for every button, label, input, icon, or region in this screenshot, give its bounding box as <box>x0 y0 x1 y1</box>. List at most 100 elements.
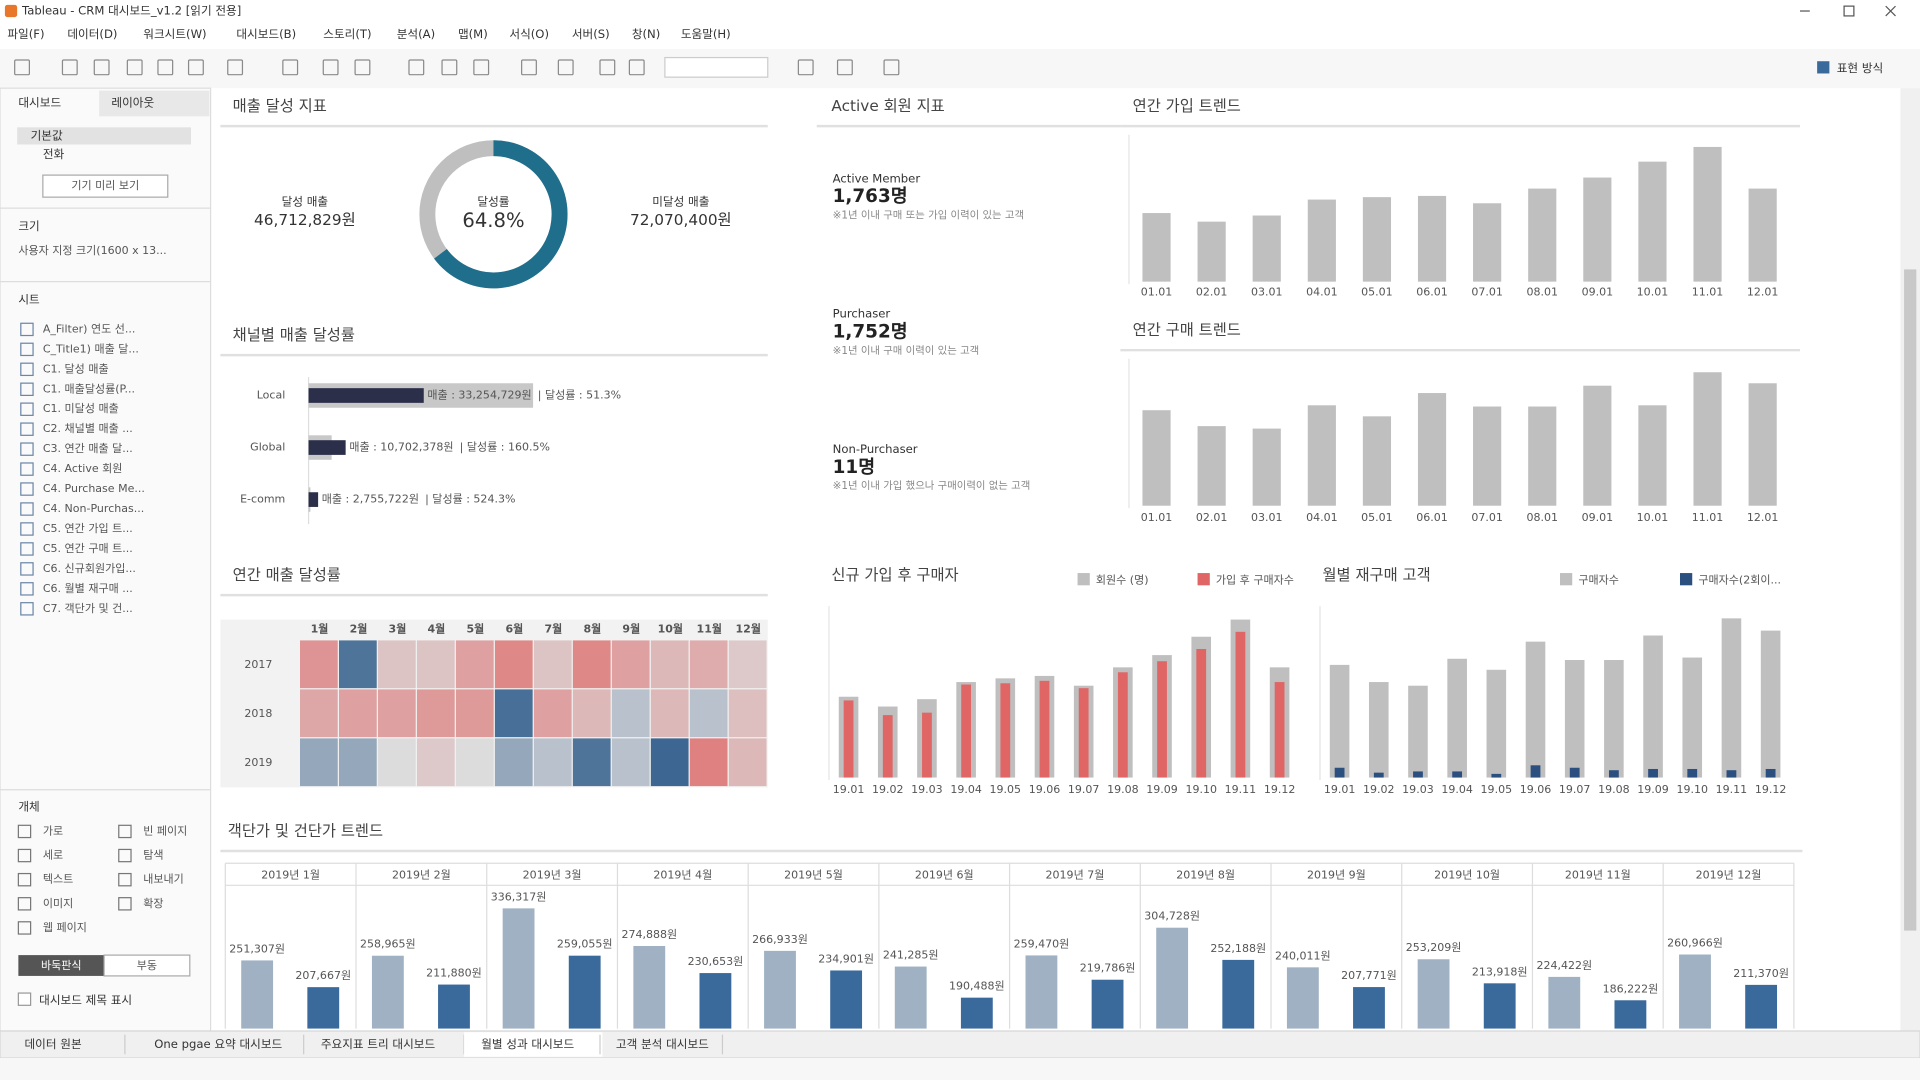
toolbar-button[interactable] <box>227 59 244 76</box>
show-me-button[interactable]: 표현 방식 <box>1837 61 1883 75</box>
bar <box>1196 648 1207 778</box>
toolbar-button[interactable] <box>441 59 458 76</box>
toolbar-button[interactable] <box>557 59 574 76</box>
layout-mode[interactable]: 부동 <box>137 959 157 972</box>
scroll-thumb[interactable] <box>1904 269 1917 931</box>
object-item[interactable]: 세로 <box>43 849 63 862</box>
toolbar-button[interactable] <box>628 59 645 76</box>
toolbar-button[interactable] <box>473 59 490 76</box>
tab-inactive[interactable] <box>99 90 210 117</box>
sheet-item[interactable]: C4. Active 회원 <box>43 462 123 475</box>
sheet-item[interactable]: C1. 달성 매출 <box>43 362 109 375</box>
toolbar-button[interactable] <box>187 59 204 76</box>
object-item[interactable]: 웹 페이지 <box>43 921 87 934</box>
sheet-tab[interactable]: One pgae 요약 대시보드 <box>154 1037 282 1051</box>
app-icon <box>4 4 18 18</box>
bar <box>1078 688 1089 778</box>
sheet-tab[interactable]: 월별 성과 대시보드 <box>481 1037 574 1051</box>
sheet-item[interactable]: C1. 매출달성률(P... <box>43 382 135 395</box>
heat-cell <box>494 738 533 787</box>
sidebar-tab[interactable]: 대시보드 <box>18 95 61 109</box>
toolbar-button[interactable] <box>883 59 900 76</box>
sheet-item[interactable]: C5. 연간 가입 트... <box>43 522 133 535</box>
sheet-item[interactable]: C_Title1) 매출 달... <box>43 342 139 355</box>
sheet-item[interactable]: C4. Non-Purchas... <box>43 502 144 515</box>
object-item[interactable]: 내보내기 <box>143 873 184 886</box>
sheet-tab[interactable]: 데이터 원본 <box>24 1037 81 1051</box>
toolbar-dropdown[interactable] <box>664 56 769 78</box>
bar <box>764 950 796 1029</box>
toolbar-button[interactable] <box>61 59 78 76</box>
close[interactable] <box>1885 5 1896 17</box>
menu-item[interactable]: 대시보드(B) <box>236 27 296 41</box>
mode-active[interactable] <box>18 955 105 976</box>
sheet-item[interactable]: C7. 객단가 및 건... <box>43 602 133 615</box>
sheet-tab[interactable]: 고객 분석 대시보드 <box>616 1037 709 1051</box>
restore[interactable] <box>1843 5 1855 17</box>
heat-cell <box>533 689 572 738</box>
active-tab[interactable] <box>464 1032 603 1057</box>
menu-item[interactable]: 파일(F) <box>7 27 44 41</box>
toolbar-button[interactable] <box>93 59 110 76</box>
bar <box>1525 641 1546 778</box>
column-header: 2월 <box>350 621 368 635</box>
toolbar-button[interactable] <box>797 59 814 76</box>
object-item[interactable]: 빈 페이지 <box>143 824 187 837</box>
sheet-item[interactable]: C5. 연간 구매 트... <box>43 542 133 555</box>
preview-button[interactable] <box>42 174 169 198</box>
checkbox[interactable] <box>17 992 32 1006</box>
toolbar-button[interactable] <box>408 59 425 76</box>
show-me-icon[interactable] <box>1817 61 1830 74</box>
window-controls[interactable] <box>1800 5 1896 17</box>
object-item[interactable]: 확장 <box>143 897 163 910</box>
sidebar-tab[interactable]: 레이아웃 <box>111 95 154 109</box>
toolbar-button[interactable] <box>354 59 371 76</box>
object-icon <box>17 848 32 863</box>
menu-item[interactable]: 창(N) <box>632 27 660 41</box>
sheet-item[interactable]: A_Filter) 연도 선... <box>43 322 136 335</box>
toolbar-button[interactable] <box>836 59 853 76</box>
object-item[interactable]: 이미지 <box>43 897 73 910</box>
sheet-item[interactable]: C6. 월별 재구매 ... <box>43 582 133 595</box>
menu-item[interactable]: 서식(O) <box>509 27 549 41</box>
menu-item[interactable]: 도움말(H) <box>681 27 731 41</box>
sheet-item[interactable]: C6. 신규회원가입... <box>43 562 136 575</box>
menu-item[interactable]: 데이터(D) <box>67 27 117 41</box>
size-dropdown[interactable]: 사용자 지정 크기(1600 x 13... <box>18 244 166 257</box>
bar <box>1373 772 1384 778</box>
sheet-item[interactable]: C3. 연간 매출 달... <box>43 442 133 455</box>
bar <box>1329 664 1350 778</box>
toolbar-button[interactable] <box>157 59 174 76</box>
heat-cell <box>377 689 416 738</box>
sheet-item[interactable]: C1. 미달성 매출 <box>43 402 119 415</box>
sheet-item[interactable]: C2. 채널별 매출 ... <box>43 422 133 435</box>
object-icon <box>118 872 132 887</box>
menu-item[interactable]: 워크시트(W) <box>143 27 206 41</box>
object-item[interactable]: 탐색 <box>143 849 163 862</box>
toolbar-button[interactable] <box>126 59 143 76</box>
layout-mode[interactable]: 바둑판식 <box>41 959 82 972</box>
menu-item[interactable]: 분석(A) <box>397 27 435 41</box>
sheet-item[interactable]: C4. Purchase Me... <box>43 482 145 495</box>
toolbar-button[interactable] <box>599 59 616 76</box>
toolbar-button[interactable] <box>322 59 339 76</box>
show-title-option[interactable]: 대시보드 제목 표시 <box>39 993 132 1007</box>
bar <box>1473 203 1502 282</box>
object-item[interactable]: 텍스트 <box>43 873 73 886</box>
toolbar-button[interactable] <box>14 59 31 76</box>
preview-button-label[interactable]: 기기 미리 보기 <box>71 179 139 192</box>
device-option[interactable]: 전화 <box>43 147 65 161</box>
x-tick-label: 08.01 <box>1526 286 1558 299</box>
device-option[interactable]: 기본값 <box>31 128 63 142</box>
mode-inactive[interactable] <box>103 954 191 977</box>
menu-item[interactable]: 맵(M) <box>458 27 488 41</box>
toolbar-button[interactable] <box>521 59 537 76</box>
sheet-tab[interactable]: 주요지표 트리 대시보드 <box>321 1037 436 1051</box>
data-label: 224,422원 <box>1536 959 1592 972</box>
bar <box>1614 1000 1647 1029</box>
menu-item[interactable]: 스토리(T) <box>323 27 371 41</box>
toolbar-button[interactable] <box>282 59 299 76</box>
x-tick-label: 19.02 <box>1363 783 1395 796</box>
object-item[interactable]: 가로 <box>43 824 63 837</box>
menu-item[interactable]: 서버(S) <box>572 27 610 41</box>
